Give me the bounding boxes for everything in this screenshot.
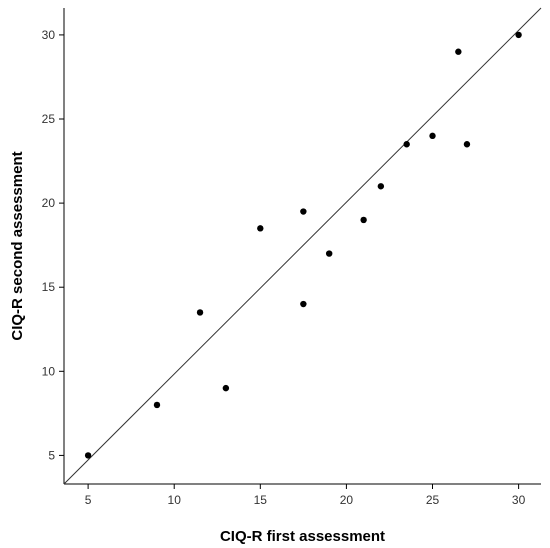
y-tick-label: 10 [42,364,56,378]
data-point [300,208,307,215]
y-axis-title: CIQ-R second assessment [9,151,26,340]
data-point [153,401,161,409]
plot-area: 5 10 15 20 25 30 5 10 15 20 25 30 [42,7,542,507]
data-point [429,132,436,140]
data-point [360,216,367,224]
y-tick-label: 30 [42,28,56,42]
y-tick-label: 20 [42,196,56,210]
data-point [300,300,307,308]
data-point [403,141,410,148]
data-point [325,250,333,257]
x-tick-label: 30 [512,493,526,507]
x-tick-label: 5 [85,493,92,507]
x-axis-title: CIQ-R first assessment [220,528,385,545]
reference-line [63,7,542,485]
x-tick-label: 20 [340,493,354,507]
data-point [196,309,204,316]
data-point [257,225,264,232]
data-point [455,48,462,55]
data-point [515,31,522,39]
x-tick-label: 10 [168,493,182,507]
data-points [84,31,522,459]
y-tick-label: 5 [48,448,55,462]
data-point [84,452,92,459]
y-tick-label: 25 [42,112,56,126]
data-point [463,141,471,148]
x-tick-label: 25 [426,493,440,507]
data-point [222,384,230,392]
x-tick-label: 15 [254,493,268,507]
data-point [377,183,385,190]
x-ticks: 5 10 15 20 25 30 [85,484,526,507]
y-tick-label: 15 [42,280,56,294]
y-ticks: 5 10 15 20 25 30 [42,28,64,462]
